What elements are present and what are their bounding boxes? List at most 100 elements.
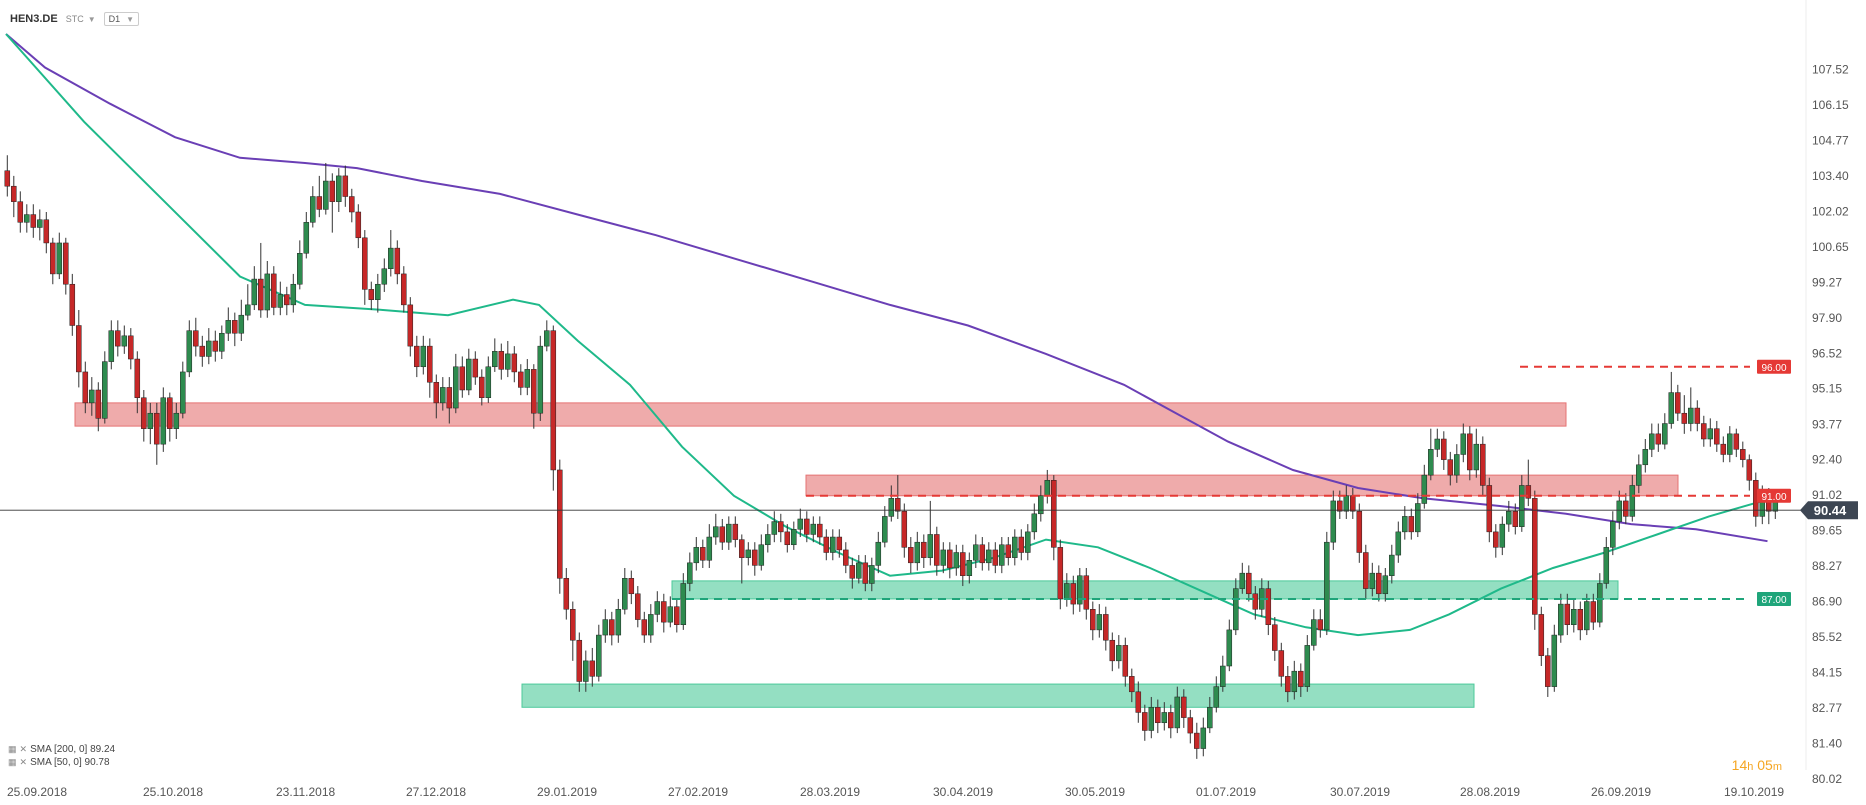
candle: [817, 516, 823, 545]
instrument-type-selector[interactable]: STC ▼: [66, 14, 96, 24]
candle-body: [1382, 575, 1389, 595]
candle-body: [771, 521, 778, 535]
instrument-type-label: STC: [65, 14, 84, 24]
candle: [778, 513, 784, 543]
candle: [1473, 428, 1480, 478]
candle: [856, 555, 862, 584]
candle-body: [277, 294, 284, 308]
candle-body: [505, 353, 511, 370]
candle-body: [310, 196, 316, 223]
candle: [1714, 420, 1720, 452]
candle-body: [511, 353, 518, 373]
settings-icon[interactable]: ▦: [8, 757, 17, 767]
candle: [1428, 428, 1434, 481]
candle-body: [43, 219, 50, 244]
candle-body: [849, 565, 856, 579]
candle-body: [1038, 495, 1044, 515]
candle-body: [446, 387, 453, 409]
candle-body: [1493, 531, 1499, 548]
candle: [661, 593, 667, 633]
y-tick-label: 92.40: [1812, 453, 1842, 467]
candle: [128, 328, 134, 370]
candle: [784, 524, 791, 553]
candle-body: [1356, 510, 1363, 553]
candle-body: [368, 289, 375, 300]
candle-body: [966, 559, 973, 576]
candle-body: [1441, 438, 1447, 460]
candle-body: [297, 253, 303, 285]
candle: [901, 503, 908, 558]
settings-icon[interactable]: ▦: [8, 744, 17, 754]
candle: [836, 529, 843, 558]
candle: [1577, 601, 1584, 641]
candle-body: [1291, 670, 1298, 693]
candle-body: [69, 283, 76, 326]
candle: [1707, 418, 1714, 447]
candle: [1733, 428, 1740, 458]
candle-body: [674, 606, 680, 625]
candle: [1317, 609, 1324, 638]
current-price-label: 90.44: [1814, 503, 1847, 518]
candle-body: [1031, 513, 1038, 533]
candle: [1538, 606, 1545, 667]
candle-body: [914, 541, 921, 564]
candle-body: [693, 547, 700, 564]
candle: [1467, 426, 1473, 481]
candle: [4, 155, 11, 197]
timeframe-selector[interactable]: D1 ▼: [103, 12, 140, 26]
candle: [1493, 524, 1499, 558]
candle: [888, 485, 895, 522]
candle: [1194, 722, 1200, 759]
close-icon[interactable]: ✕: [19, 757, 28, 767]
candle: [102, 351, 108, 424]
candle: [765, 524, 771, 553]
candle: [277, 281, 284, 316]
candle: [1525, 459, 1532, 507]
candle-body: [1148, 707, 1155, 731]
candle: [609, 611, 615, 646]
candle: [1064, 573, 1070, 607]
indicator-label: SMA [200, 0] 89.24: [30, 744, 116, 755]
candle: [1174, 686, 1181, 734]
candle-body: [56, 242, 63, 275]
candle: [648, 604, 654, 643]
candle: [1395, 521, 1402, 563]
candle-body: [869, 565, 875, 584]
indicator-sma200[interactable]: ▦ ✕ SMA [200, 0] 89.24: [8, 744, 115, 755]
candle-body: [1590, 601, 1597, 623]
candle-body: [1090, 609, 1096, 631]
candle-body: [303, 222, 310, 254]
y-tick-label: 88.27: [1812, 559, 1842, 573]
candle-body: [518, 371, 524, 388]
candle: [297, 240, 303, 290]
candle-body: [654, 601, 661, 615]
candle-body: [1200, 727, 1207, 749]
candle-body: [1519, 485, 1525, 527]
x-tick-label: 01.07.2019: [1196, 785, 1256, 799]
candle-body: [667, 606, 674, 623]
candle: [1252, 586, 1259, 620]
candle-body: [901, 510, 908, 548]
candle: [999, 537, 1005, 574]
candle-body: [375, 283, 381, 300]
close-icon[interactable]: ✕: [19, 744, 28, 754]
candle-body: [206, 340, 212, 357]
indicator-sma50[interactable]: ▦ ✕ SMA [50, 0] 90.78: [8, 757, 110, 768]
candle: [1278, 642, 1285, 687]
candle-body: [1525, 485, 1532, 499]
candle: [420, 335, 427, 375]
candle: [1213, 676, 1220, 713]
candle-body: [1480, 443, 1486, 486]
candle: [589, 647, 596, 687]
candle: [810, 516, 817, 543]
symbol-label[interactable]: HEN3.DE: [10, 13, 58, 25]
candle: [570, 601, 576, 661]
candle: [927, 500, 934, 566]
candle-body: [745, 549, 752, 558]
level-badge: [1757, 359, 1791, 374]
y-tick-label: 89.65: [1812, 524, 1842, 538]
candle: [1499, 516, 1506, 556]
candle: [1662, 413, 1668, 450]
level-badge: [1757, 591, 1791, 606]
